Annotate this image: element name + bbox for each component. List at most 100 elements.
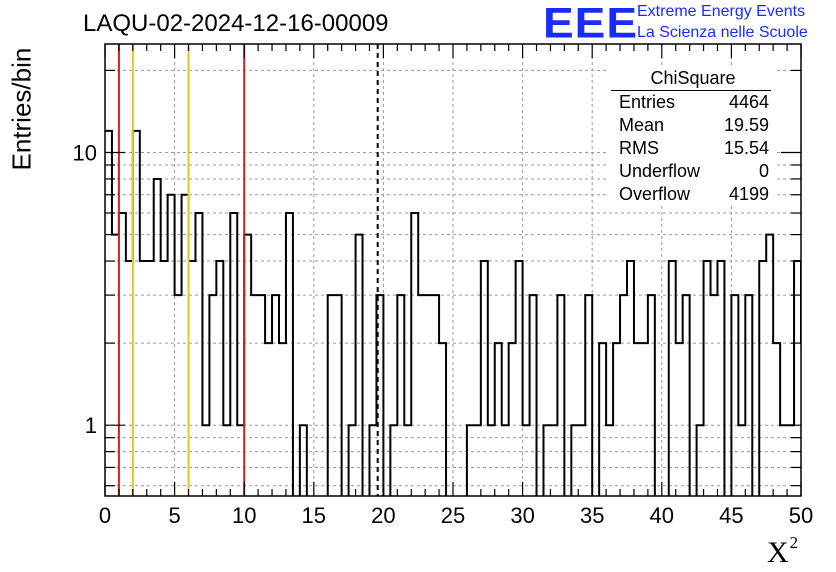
histogram-bar	[175, 295, 182, 496]
histogram-bar	[711, 295, 718, 496]
histogram-bar	[286, 213, 293, 496]
histogram-bar	[439, 343, 446, 496]
x-tick-label: 35	[580, 503, 604, 528]
stats-row-rms: RMS 15.54	[609, 137, 777, 160]
x-axis-label-base: X	[767, 536, 789, 569]
histogram-outline	[105, 129, 801, 496]
histogram-bar	[620, 295, 627, 496]
histogram-bar	[209, 295, 216, 496]
x-tick-label: 10	[232, 503, 256, 528]
logo-line-1: Extreme Energy Events	[637, 3, 806, 20]
histogram-bar	[634, 343, 641, 496]
stats-label: Entries	[619, 92, 676, 112]
x-tick-label: 15	[302, 503, 326, 528]
histogram-bar	[432, 295, 439, 496]
histogram-bar	[411, 213, 418, 496]
x-tick-label: 30	[510, 503, 534, 528]
stats-separator	[611, 90, 771, 91]
logo-line-2: La Scienza nelle Scuole	[637, 24, 808, 41]
stats-label: RMS	[619, 138, 659, 158]
histogram-bar	[731, 295, 738, 496]
histogram-bar	[119, 213, 126, 496]
stats-value: 19.59	[723, 115, 769, 135]
histogram-bar	[557, 295, 564, 496]
histogram-bar	[704, 261, 711, 496]
x-axis-label: X2	[767, 533, 798, 570]
histogram-bar	[599, 343, 606, 496]
stats-value: 4199	[728, 184, 769, 204]
y-tick-label: 1	[85, 413, 97, 438]
stats-label: Underflow	[619, 161, 701, 181]
chart-title: LAQU-02-2024-12-16-00009	[83, 10, 389, 37]
histogram-bar	[251, 295, 258, 496]
histogram-bar	[216, 261, 223, 496]
histogram-bar	[530, 295, 537, 496]
x-axis-label-superscript: 2	[789, 533, 799, 552]
histogram-bar	[112, 235, 119, 496]
histogram-bar	[717, 261, 724, 496]
histogram-bar	[258, 295, 265, 496]
histogram-bar	[397, 295, 404, 496]
y-tick-label: 10	[73, 141, 97, 166]
histogram-bar	[126, 261, 133, 496]
x-tick-label: 40	[650, 503, 674, 528]
histogram-bar	[182, 195, 189, 496]
histogram-bar	[147, 261, 154, 496]
histogram-bar	[140, 261, 147, 496]
x-tick-label: 50	[789, 503, 813, 528]
histogram-bar	[627, 261, 634, 496]
histogram-bar	[613, 343, 620, 496]
stats-value: 15.54	[723, 138, 769, 158]
histogram-bar	[168, 195, 175, 496]
histogram-bar	[648, 295, 655, 496]
histogram-bar	[683, 295, 690, 496]
histogram-bar	[356, 235, 363, 496]
histogram-bar	[745, 295, 752, 496]
stats-title: ChiSquare	[650, 68, 736, 88]
histogram-bar	[272, 295, 279, 496]
stats-row-entries: Entries 4464	[609, 91, 777, 114]
histogram-bar	[265, 343, 272, 496]
x-tick-label: 25	[441, 503, 465, 528]
histogram-bar	[641, 343, 648, 496]
histogram-bar	[189, 261, 196, 496]
histogram-bar	[759, 261, 766, 496]
histogram-bar	[244, 235, 251, 496]
histogram-bar	[195, 213, 202, 496]
histogram-bar	[335, 295, 342, 496]
histogram-bar	[773, 343, 780, 496]
stats-box: ChiSquare Entries 4464 Mean 19.59 RMS 15.54…	[609, 66, 777, 206]
x-tick-label: 0	[99, 503, 111, 528]
histogram-bar	[230, 213, 237, 496]
histogram-bar	[425, 295, 432, 496]
histogram-bar	[676, 343, 683, 496]
x-tick-label: 5	[168, 503, 180, 528]
x-tick-label: 20	[371, 503, 395, 528]
histogram-bar	[133, 131, 140, 496]
histogram-bar	[328, 295, 335, 496]
histogram-bar	[509, 343, 516, 496]
histogram-bar	[161, 261, 168, 496]
histogram-bar	[585, 295, 592, 496]
x-tick-label: 45	[719, 503, 743, 528]
histogram-bar	[154, 179, 161, 496]
histogram-bar	[801, 343, 808, 496]
histogram-bar	[105, 131, 112, 496]
histogram-bar	[495, 343, 502, 496]
stats-row-mean: Mean 19.59	[609, 114, 777, 137]
histogram-bar	[669, 261, 676, 496]
stats-label: Overflow	[619, 184, 691, 204]
y-axis-label: Entries/bin	[6, 47, 37, 171]
stats-row-overflow: Overflow 4199	[609, 183, 777, 206]
histogram-bar	[766, 235, 773, 496]
histogram-bar	[279, 343, 286, 496]
histogram-bar	[794, 261, 801, 496]
stats-row-underflow: Underflow 0	[609, 160, 777, 183]
stats-label: Mean	[619, 115, 665, 135]
histogram-bar	[481, 261, 488, 496]
stats-value: 0	[758, 161, 769, 181]
histogram-bar	[418, 295, 425, 496]
stats-value: 4464	[728, 92, 769, 112]
histogram-bar	[516, 261, 523, 496]
